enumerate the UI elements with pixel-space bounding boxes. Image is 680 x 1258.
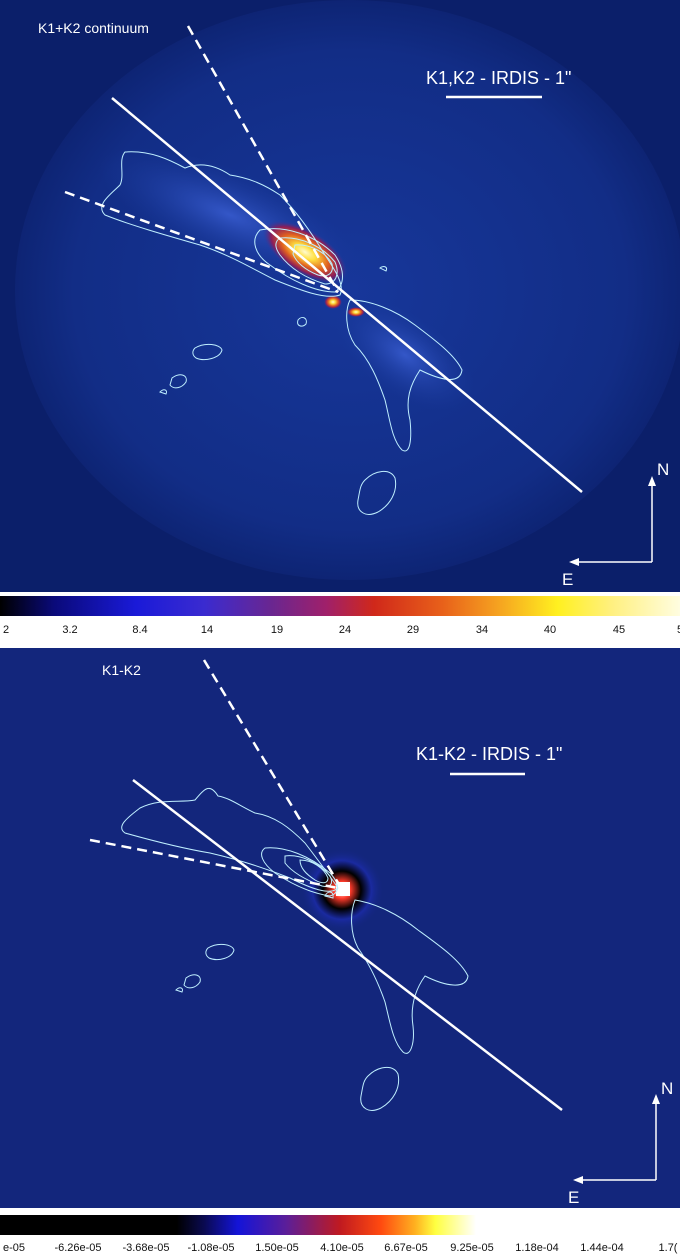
panel-title: K1+K2 continuum bbox=[38, 20, 149, 36]
cavity-edge-line-west bbox=[64, 190, 339, 294]
jet-axis-line bbox=[111, 97, 583, 493]
contours bbox=[121, 787, 469, 1111]
continuum-image bbox=[0, 0, 680, 592]
tick-label: 4.10e-05 bbox=[320, 1242, 364, 1254]
tick-label: 6.67e-05 bbox=[384, 1242, 428, 1254]
southern-knot bbox=[347, 307, 365, 317]
tick-label: 19 bbox=[270, 624, 284, 636]
tick-label: 8.4 bbox=[132, 624, 148, 636]
cavity-edge-line-north bbox=[186, 25, 340, 293]
tick-label: 5 bbox=[677, 624, 680, 636]
scale-label: K1,K2 - IRDIS - 1" bbox=[426, 68, 572, 88]
tick-label: e-05 bbox=[2, 1242, 26, 1254]
compass bbox=[573, 1094, 660, 1184]
scale-label: K1-K2 - IRDIS - 1" bbox=[416, 744, 563, 764]
southeast-lobe bbox=[335, 298, 475, 412]
colorbar-difference bbox=[0, 1215, 680, 1235]
east-label: E bbox=[568, 1188, 580, 1207]
central-knot bbox=[324, 295, 342, 309]
tick-label: 9.25e-05 bbox=[450, 1242, 494, 1254]
tick-label: 40 bbox=[543, 624, 557, 636]
cavity-edge-line-west bbox=[89, 838, 339, 890]
tick-label: 34 bbox=[475, 624, 489, 636]
colorbar-continuum bbox=[0, 596, 680, 616]
psf-halo bbox=[15, 0, 680, 580]
tick-label: 45 bbox=[612, 624, 626, 636]
tick-label: 1.50e-05 bbox=[255, 1242, 299, 1254]
jet-axis-line bbox=[132, 779, 563, 1111]
tick-label: 14 bbox=[200, 624, 214, 636]
tick-label: 24 bbox=[338, 624, 352, 636]
north-label: N bbox=[657, 460, 670, 479]
tick-label: 3.2 bbox=[62, 624, 78, 636]
colorbar-ticks-difference: e-05 -6.26e-05 -3.68e-05 -1.08e-05 1.50e… bbox=[0, 1242, 680, 1258]
north-label: N bbox=[661, 1079, 674, 1098]
cavity-edge-line-north bbox=[202, 659, 342, 887]
compass bbox=[569, 476, 656, 566]
tick-label: -6.26e-05 bbox=[54, 1242, 102, 1254]
tick-label: 1.7( bbox=[658, 1242, 678, 1254]
bright-core bbox=[262, 220, 348, 284]
colorbar-ticks-continuum: 2 3.2 8.4 14 19 24 29 34 40 45 5 bbox=[0, 624, 680, 640]
panel-difference: K1-K2 K1-K2 - IRDIS - 1" N E bbox=[0, 648, 680, 1208]
tick-label: 2 bbox=[2, 624, 10, 636]
tick-label: 1.18e-04 bbox=[515, 1242, 559, 1254]
tick-label: -3.68e-05 bbox=[122, 1242, 170, 1254]
panel-continuum: K1+K2 continuum K1,K2 - IRDIS - 1" N E bbox=[0, 0, 680, 592]
tick-label: -1.08e-05 bbox=[187, 1242, 235, 1254]
tick-label: 29 bbox=[406, 624, 420, 636]
panel-title: K1-K2 bbox=[102, 662, 141, 678]
contours bbox=[101, 151, 463, 515]
east-label: E bbox=[562, 570, 574, 589]
tick-label: 1.44e-04 bbox=[580, 1242, 624, 1254]
difference-image bbox=[0, 648, 680, 1208]
